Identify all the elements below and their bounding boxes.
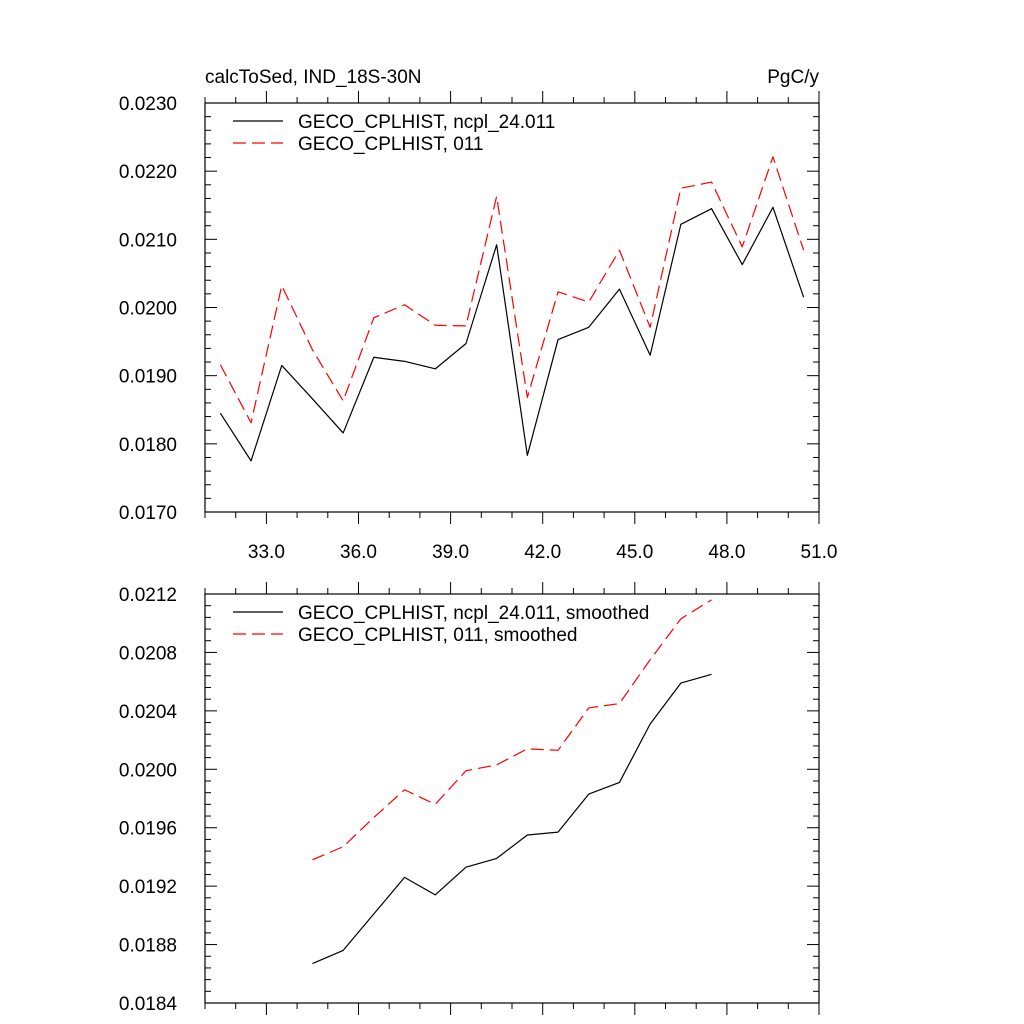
y-tick-label: 0.0188 [119, 936, 177, 957]
y-tick-label: 0.0220 [119, 162, 177, 183]
bottom-plot-legend: GECO_CPLHIST, ncpl_24.011, smoothedGECO_… [233, 603, 649, 646]
top-plot-frame [204, 102, 820, 513]
y-tick-label: 0.0196 [119, 819, 177, 840]
y-tick-label: 0.0192 [119, 877, 177, 898]
units-label: PgC/y [767, 67, 819, 88]
legend-label: GECO_CPLHIST, 011, smoothed [298, 625, 578, 646]
series-line-ref [312, 599, 712, 861]
x-tick-label: 51.0 [801, 542, 838, 563]
y-tick-label: 0.0208 [119, 643, 177, 664]
y-tick-label: 0.0230 [119, 94, 177, 115]
top-plot: 0.0170 0.0180 0.0190 0.0200 0.0210 0.0220 0.02… [119, 91, 838, 563]
series-line-ncpl [312, 673, 712, 965]
top-plot-axes: 0.0170 0.0180 0.0190 0.0200 0.0210 0.0220 0.02… [119, 91, 838, 563]
y-tick-label: 0.0212 [119, 585, 177, 606]
bottom-plot: 0.0184 0.0188 0.0192 0.0196 0.0200 0.0204 0.02… [119, 582, 820, 1015]
y-tick-label: 0.0204 [119, 702, 178, 723]
x-tick-label: 36.0 [340, 542, 377, 563]
legend-label: GECO_CPLHIST, 011 [298, 134, 484, 155]
y-tick-label: 0.0200 [119, 760, 177, 781]
y-tick-label: 0.0180 [119, 435, 177, 456]
series-line-ref [219, 156, 805, 424]
y-tick-label: 0.0210 [119, 230, 177, 251]
x-tick-label: 39.0 [432, 542, 469, 563]
x-tick-label: 42.0 [524, 542, 561, 563]
legend-label: GECO_CPLHIST, ncpl_24.011, smoothed [298, 603, 649, 624]
y-tick-label: 0.0170 [119, 503, 177, 524]
chart-title: calcToSed, IND_18S-30N [205, 67, 422, 88]
y-tick-label: 0.0200 [119, 299, 177, 320]
bottom-plot-series [312, 599, 712, 965]
x-tick-label: 33.0 [248, 542, 285, 563]
bottom-plot-axes: 0.0184 0.0188 0.0192 0.0196 0.0200 0.0204 0.02… [119, 582, 820, 1015]
bottom-plot-frame [204, 593, 820, 1004]
x-tick-label: 48.0 [708, 542, 745, 563]
legend-label: GECO_CPLHIST, ncpl_24.011 [298, 112, 555, 133]
y-tick-label: 0.0190 [119, 367, 177, 388]
top-plot-series [219, 156, 805, 462]
x-tick-label: 45.0 [616, 542, 653, 563]
series-line-ncpl [219, 206, 805, 462]
y-tick-label: 0.0184 [119, 994, 178, 1015]
